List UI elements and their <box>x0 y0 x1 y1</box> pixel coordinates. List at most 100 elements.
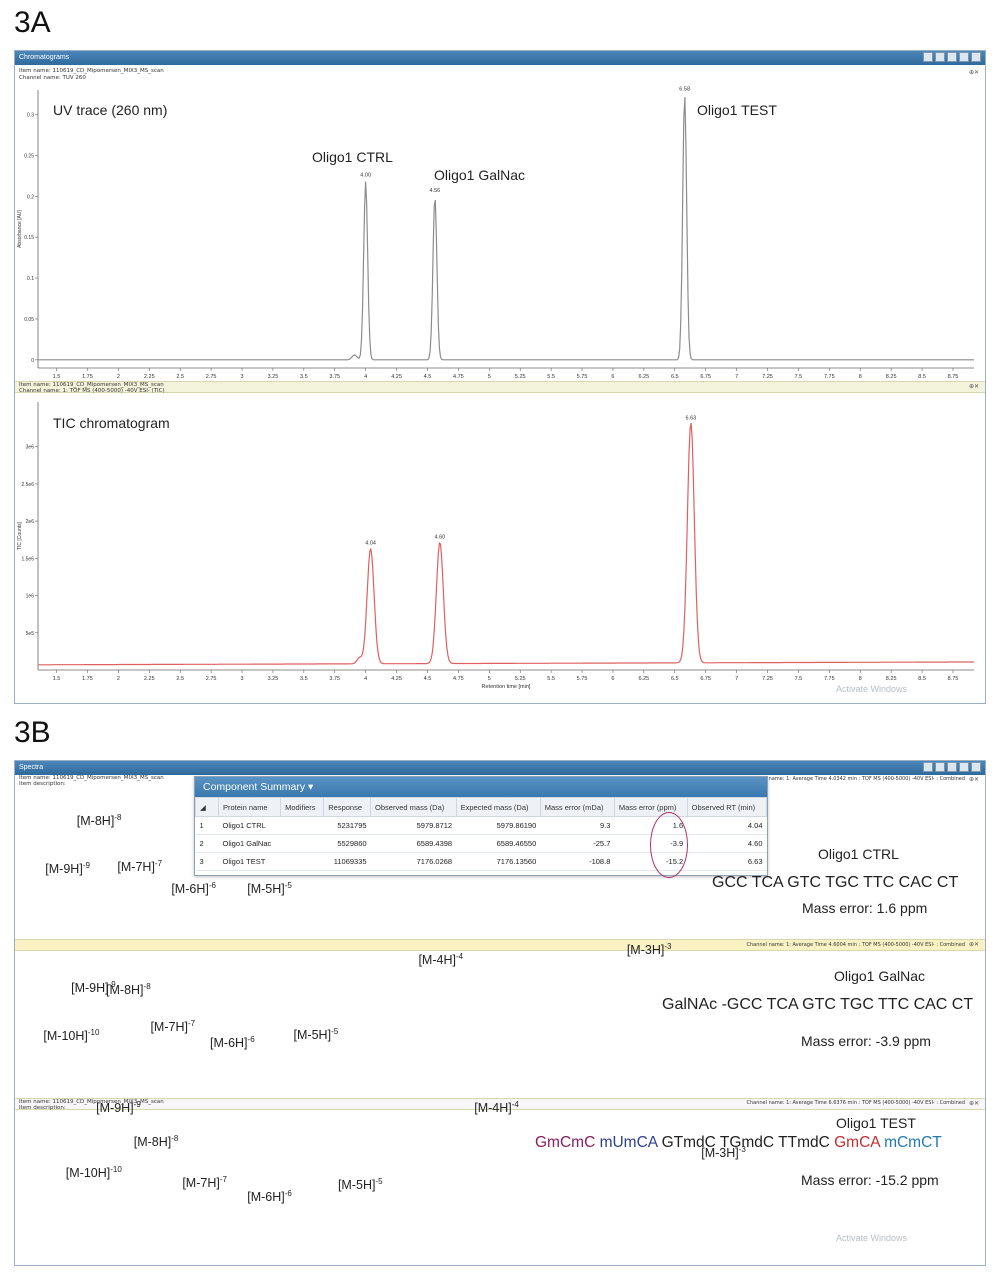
cell-protein-name: Oligo1 CTRL <box>218 816 281 835</box>
ms2-peak-label: [M-4H]-4 <box>418 951 464 967</box>
uv-channel-name: Channel name: TUV 260 <box>19 75 86 81</box>
cell-response: 5231795 <box>323 816 371 835</box>
peak-label-test: Oligo1 TEST <box>697 102 777 118</box>
tic-x-tick-label: 6.75 <box>700 676 711 682</box>
uv-x-tick-label: 1.75 <box>82 374 93 380</box>
component-summary-table: ◢ Protein name Modifiers Response Observ… <box>195 797 768 871</box>
copy-icon[interactable] <box>935 52 945 62</box>
pin-icon[interactable]: ⊕✕ <box>969 777 980 783</box>
print-icon[interactable] <box>947 762 957 772</box>
spec3-item-name: Item name: 110619_CD_Mipomersen_MIX3_MS_… <box>19 1099 164 1105</box>
uv-y-tick-label: 0.25 <box>24 153 34 159</box>
cell-response: 5529860 <box>323 834 371 853</box>
tic-channel-name: Channel name: 1: TOF MS (400-5000) -40V … <box>19 388 165 394</box>
tic-x-tick-label: 2.25 <box>144 676 155 682</box>
tic-x-tick-label: 5.5 <box>547 676 555 682</box>
ms1-peak-label: [M-8H]-8 <box>76 813 122 829</box>
sequence-part: mUmCA <box>599 1134 662 1151</box>
uv-x-tick-label: 5.75 <box>577 374 588 380</box>
cell-protein-name: Oligo1 TEST <box>218 852 281 871</box>
uv-x-tick-label: 2.75 <box>206 374 217 380</box>
uv-x-tick-label: 4.75 <box>453 374 464 380</box>
cell-observed-mass: 7176.0268 <box>370 852 457 871</box>
tic-y-tick-label: 3e6 <box>26 445 35 451</box>
spec3-sequence: GmCmC mUmCA GTmdC TGmdC TTmdC GmCA mCmCT <box>535 1134 942 1152</box>
ms1-peak-label: [M-7H]-7 <box>117 858 163 874</box>
tic-x-tick-label: 7.75 <box>824 676 835 682</box>
col-modifiers[interactable]: Modifiers <box>280 797 325 817</box>
uv-x-tick-label: 7.75 <box>824 374 835 380</box>
sequence-part: GmCmC <box>535 1134 600 1151</box>
table-row[interactable]: 3 Oligo1 TEST 11069335 7176.0268 7176.13… <box>195 852 767 871</box>
tic-x-tick-label: 6.25 <box>639 676 650 682</box>
figure-label-3a: 3A <box>14 6 51 39</box>
add-icon[interactable] <box>971 52 981 62</box>
tic-x-tick-label: 3.5 <box>300 676 308 682</box>
tic-y-tick-label: 2.5e6 <box>21 482 34 488</box>
cell-mass-error-mda: -108.8 <box>540 852 615 871</box>
tic-x-tick-label: 8.75 <box>948 676 959 682</box>
ppm-highlight-ring <box>650 812 688 878</box>
uv-x-tick-label: 2.25 <box>144 374 155 380</box>
cell-observed-mass: 5979.8712 <box>370 816 457 835</box>
ms3-peak-label: [M-5H]-5 <box>337 1176 383 1192</box>
spec3-header-bar: Item name: 110619_CD_Mipomersen_MIX3_MS_… <box>15 1098 985 1111</box>
cell-expected-mass: 6589.46550 <box>456 834 541 853</box>
spec2-channel: Channel name: 1: Average Time 4.6004 min… <box>746 942 966 948</box>
col-response[interactable]: Response <box>323 797 372 817</box>
cell-expected-mass: 5979.86190 <box>456 816 541 835</box>
ms2-peak-label: [M-3H]-3 <box>626 942 672 958</box>
col-expected-mass[interactable]: Expected mass (Da) <box>455 797 541 817</box>
uv-x-tick-label: 5.25 <box>515 374 526 380</box>
tic-y-axis-label: TIC [Counts] <box>17 521 23 550</box>
pin-icon[interactable]: ⊕✕ <box>969 70 980 76</box>
uv-x-tick-label: 1.5 <box>53 374 61 380</box>
pin-icon[interactable]: ⊕✕ <box>969 1101 980 1107</box>
zoom-icon[interactable] <box>923 762 933 772</box>
zoom-icon[interactable] <box>923 52 933 62</box>
ms1-peak-label: [M-5H]-5 <box>247 881 292 897</box>
table-corner: ◢ <box>195 797 219 817</box>
cell-observed-mass: 6589.4398 <box>370 834 457 853</box>
uv-title: UV trace (260 nm) <box>53 102 168 118</box>
spec2-name: Oligo1 GalNac <box>834 968 926 984</box>
ms1-peak-label: [M-9H]-9 <box>45 860 90 876</box>
ms2-peak-label: [M-6H]-6 <box>210 1035 255 1051</box>
export-icon[interactable] <box>959 52 969 62</box>
tic-x-tick-label: 3.25 <box>268 676 279 682</box>
col-mass-error-mda[interactable]: Mass error (mDa) <box>539 797 615 817</box>
col-protein-name[interactable]: Protein name <box>217 797 282 817</box>
add-icon[interactable] <box>971 762 981 772</box>
col-observed-mass[interactable]: Observed mass (Da) <box>370 797 457 817</box>
cell-expected-mass: 7176.13560 <box>456 852 541 871</box>
tic-x-tick-label: 1.5 <box>53 676 61 682</box>
tic-item-name: Item name: 110619_CD_Mipomersen_MIX3_MS_… <box>19 382 164 388</box>
pin-icon[interactable]: ⊕✕ <box>969 384 980 390</box>
ms2-peak-label: [M-9H]-9 <box>71 979 116 995</box>
chromatograms-title: Chromatograms <box>19 54 70 61</box>
uv-peak-rt-label: 6.58 <box>679 87 690 93</box>
component-summary-header[interactable]: Component Summary ▾ <box>195 777 767 797</box>
export-icon[interactable] <box>959 762 969 772</box>
print-icon[interactable] <box>947 52 957 62</box>
sequence-part: mCmCT <box>884 1134 942 1151</box>
uv-x-tick-label: 4.25 <box>391 374 402 380</box>
uv-x-tick-label: 7.5 <box>795 374 803 380</box>
uv-x-tick-label: 6 <box>611 374 614 380</box>
spec2-mass-error: Mass error: -3.9 ppm <box>801 1033 931 1049</box>
pin-icon[interactable]: ⊕✕ <box>969 942 980 948</box>
uv-x-tick-label: 8.25 <box>886 374 897 380</box>
ms3-peak-label: [M-4H]-4 <box>474 1100 519 1116</box>
row-index: 1 <box>195 816 219 835</box>
sequence-part: TTmdC <box>778 1134 835 1151</box>
uv-x-tick-label: 3.25 <box>268 374 279 380</box>
tic-x-tick-label: 7.5 <box>795 676 803 682</box>
col-observed-rt[interactable]: Observed RT (min) <box>686 797 768 817</box>
cell-modifiers <box>280 834 324 853</box>
copy-icon[interactable] <box>935 762 945 772</box>
spec2-sequence: GalNAc -GCC TCA GTC TGC TTC CAC CT <box>662 996 974 1013</box>
spec3-mass-error: Mass error: -15.2 ppm <box>801 1172 939 1188</box>
uv-x-tick-label: 4.5 <box>424 374 432 380</box>
tic-x-tick-label: 2.75 <box>206 676 217 682</box>
tic-x-tick-label: 7 <box>735 676 738 682</box>
